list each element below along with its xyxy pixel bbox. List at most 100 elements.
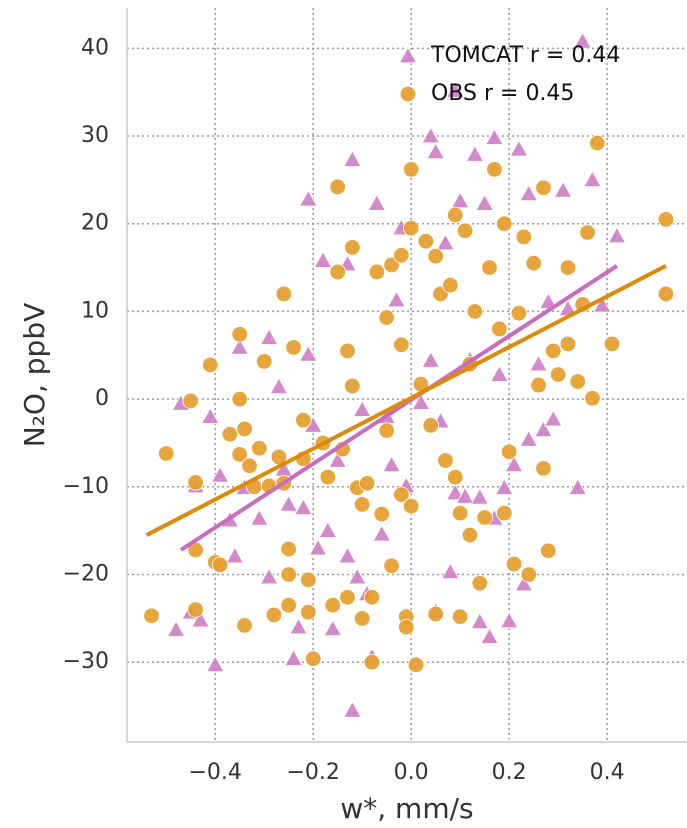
circle-marker xyxy=(549,366,567,383)
triangle-marker xyxy=(166,620,186,637)
circle-marker xyxy=(466,303,484,320)
circle-marker xyxy=(496,504,513,522)
circle-marker xyxy=(187,601,204,618)
triangle-marker xyxy=(313,251,333,268)
circle-marker xyxy=(579,224,596,241)
triangle-marker xyxy=(509,139,529,157)
triangle-marker xyxy=(470,488,489,505)
triangle-marker xyxy=(485,128,504,145)
circle-marker xyxy=(393,247,410,264)
triangle-marker xyxy=(191,610,210,628)
x-tick-label: 0.2 xyxy=(492,760,527,785)
triangle-marker xyxy=(446,81,465,98)
circle-marker xyxy=(353,496,371,513)
triangle-marker xyxy=(269,377,289,395)
triangle-marker xyxy=(323,619,342,637)
circle-marker xyxy=(221,425,239,443)
circle-marker xyxy=(540,542,557,560)
circle-marker xyxy=(402,161,420,178)
circle-marker xyxy=(451,504,469,522)
triangle-marker xyxy=(250,509,269,526)
circle-marker xyxy=(344,377,361,395)
circle-marker xyxy=(383,256,400,274)
triangle-marker xyxy=(343,701,362,718)
circle-marker xyxy=(417,233,435,250)
circle-marker xyxy=(515,228,533,246)
circle-marker xyxy=(393,486,410,503)
circle-marker xyxy=(525,254,542,272)
circle-marker xyxy=(569,373,586,390)
circle-marker xyxy=(353,610,371,627)
y-tick-label: −30 xyxy=(63,649,109,674)
triangle-marker xyxy=(318,521,338,538)
x-tick-label: 0.4 xyxy=(590,760,625,785)
circle-marker xyxy=(143,607,160,624)
x-tick-label: 0.0 xyxy=(394,760,429,785)
circle-marker xyxy=(236,420,253,438)
circle-marker xyxy=(427,605,444,623)
circle-marker xyxy=(437,452,454,469)
triangle-marker xyxy=(210,466,230,483)
legend-label: OBS r = 0.45 xyxy=(431,81,574,106)
y-tick-label: 0 xyxy=(95,386,109,411)
circle-marker xyxy=(231,390,248,408)
triangle-marker xyxy=(553,181,573,198)
circle-marker xyxy=(427,247,444,265)
circle-marker xyxy=(398,618,415,636)
triangle-marker xyxy=(573,32,592,49)
circle-marker xyxy=(358,475,376,492)
circle-marker xyxy=(505,555,523,573)
circle-marker xyxy=(471,575,488,592)
triangle-marker xyxy=(490,365,509,382)
triangle-marker xyxy=(308,538,328,556)
circle-marker xyxy=(368,263,386,281)
triangle-marker xyxy=(499,611,519,629)
circle-marker xyxy=(584,390,601,407)
triangle-marker xyxy=(352,400,372,417)
triangle-marker xyxy=(426,142,445,160)
circle-marker xyxy=(319,468,337,486)
triangle-marker xyxy=(289,617,308,635)
circle-marker xyxy=(378,422,395,439)
circle-marker xyxy=(182,392,199,410)
circle-marker xyxy=(329,263,346,281)
circle-marker xyxy=(231,446,248,463)
circle-marker xyxy=(461,526,479,544)
y-tick-label: −10 xyxy=(63,474,109,499)
triangle-marker xyxy=(411,393,431,410)
triangle-marker xyxy=(294,498,313,516)
legend-label: TOMCAT r = 0.44 xyxy=(430,43,620,68)
x-axis-label: w*, mm/s xyxy=(340,792,473,825)
triangle-marker xyxy=(367,194,387,211)
circle-marker xyxy=(407,656,425,674)
circle-marker xyxy=(500,443,518,460)
circle-marker xyxy=(402,219,420,237)
triangle-marker xyxy=(299,345,318,362)
circle-marker xyxy=(447,468,464,486)
triangle-marker xyxy=(259,328,279,345)
circle-marker xyxy=(657,285,675,303)
circle-marker xyxy=(295,411,312,429)
circle-marker xyxy=(275,285,292,303)
triangle-marker xyxy=(568,478,587,495)
triangle-marker xyxy=(534,420,553,438)
x-tick-label: −0.2 xyxy=(286,760,339,785)
triangle-marker xyxy=(348,567,367,585)
circle-marker xyxy=(491,320,508,338)
triangle-marker xyxy=(495,478,514,495)
y-tick-label: −20 xyxy=(63,562,109,587)
circle-marker xyxy=(236,617,253,634)
circle-marker xyxy=(520,566,537,583)
legend-marker xyxy=(398,46,418,64)
x-tick-label: −0.4 xyxy=(188,760,241,785)
triangle-marker xyxy=(583,170,602,188)
triangle-marker xyxy=(436,233,455,251)
triangle-marker xyxy=(593,295,612,313)
triangle-marker xyxy=(470,612,489,630)
circle-marker xyxy=(481,259,498,276)
triangle-marker xyxy=(382,455,401,473)
y-tick-label: 10 xyxy=(81,298,109,323)
circle-marker xyxy=(339,342,356,360)
circle-marker xyxy=(344,239,361,256)
circle-marker xyxy=(329,178,346,196)
